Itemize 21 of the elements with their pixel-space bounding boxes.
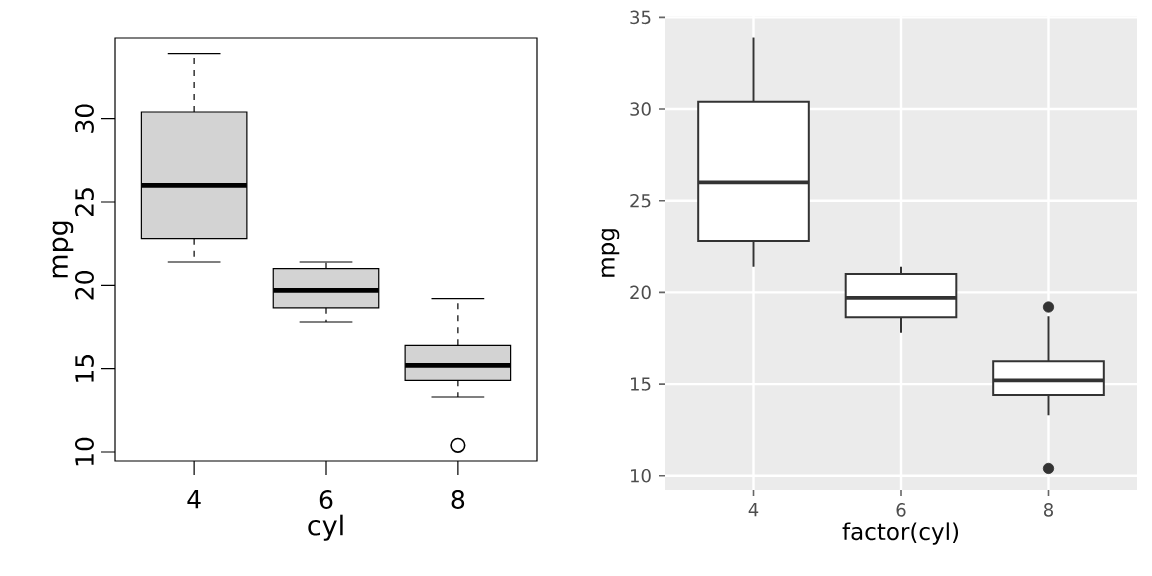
x-tick-label: 6 [896,503,906,517]
y-axis-title: mpg [52,221,74,278]
y-tick-label: 25 [75,188,94,217]
y-tick-label: 25 [630,193,651,208]
y-axis-title: mpg [601,229,620,277]
x-tick-label: 4 [187,490,201,509]
x-tick-label: 4 [748,503,759,517]
x-axis-title: factor(cyl) [842,522,959,545]
x-tick-label: 8 [451,490,465,509]
y-tick-label: 30 [75,104,94,133]
x-axis-title: cyl [308,514,343,541]
y-tick-label: 15 [75,354,94,382]
y-tick-label: 35 [630,10,651,25]
y-tick-label: 10 [75,437,94,466]
x-tick-label: 6 [319,490,333,509]
y-tick-label: 20 [630,285,651,300]
y-tick-label: 30 [630,102,651,116]
y-tick-label: 20 [75,271,94,300]
y-tick-label: 10 [631,468,651,483]
y-tick-label: 15 [631,377,651,391]
x-tick-label: 8 [1044,503,1053,517]
